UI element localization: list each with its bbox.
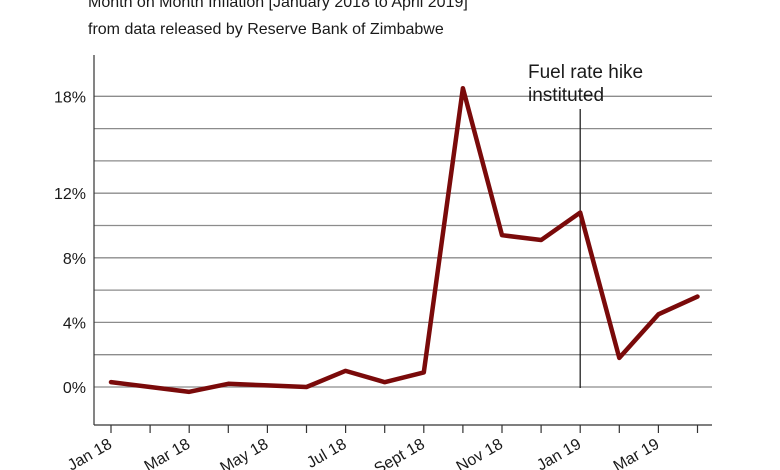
x-tick-label: Nov 18 [454,436,506,470]
x-tick-label: Mar 19 [611,436,663,470]
y-tick-label: 12% [54,186,86,203]
y-tick-label: 4% [63,315,86,332]
chart-subtitle-line-1: Month on Month Inflation [January 2018 t… [88,0,468,11]
x-tick-label: Jan 18 [65,436,115,470]
x-tick-label: Jul 18 [304,436,350,470]
x-tick-label: Sept 18 [372,436,428,470]
annotation-text: Fuel rate hike [528,62,643,83]
inflation-series-line [108,85,700,395]
x-tick-label: Mar 18 [142,436,194,470]
chart-subtitle-line-2: from data released by Reserve Bank of Zi… [88,21,444,38]
y-tick-label: 8% [63,251,86,268]
y-tick-label: 18% [54,89,86,106]
x-tick-label: May 18 [217,436,271,470]
annotation-text: instituted [528,85,604,106]
y-tick-label: 0% [63,380,86,397]
x-tick-label: Jan 19 [534,436,584,470]
